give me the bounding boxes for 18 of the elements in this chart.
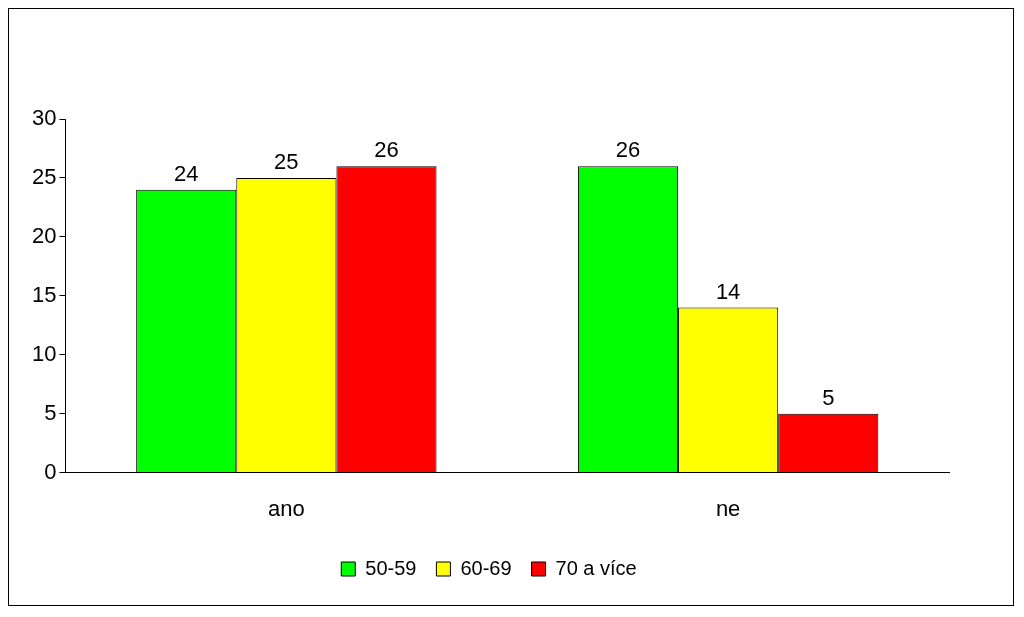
data-label: 24: [173, 160, 199, 186]
legend-label: 70 a více: [555, 556, 637, 579]
y-tick-label: 15: [31, 281, 57, 307]
data-label: 26: [374, 137, 399, 163]
y-tick-label: 25: [31, 164, 57, 189]
y-tick-label: 30: [31, 105, 57, 131]
y-tick-label: 0: [44, 458, 57, 484]
data-label: 5: [822, 384, 835, 410]
data-label: 25: [274, 149, 299, 174]
legend-label: 60-69: [460, 556, 512, 579]
data-label: 14: [715, 278, 741, 304]
x-tick-label: ano: [267, 495, 305, 521]
x-tick-label: ne: [715, 495, 741, 521]
legend-label: 50-59: [365, 556, 417, 579]
y-tick-label: 20: [31, 222, 57, 248]
y-tick-label: 5: [44, 399, 57, 425]
y-tick-label: 10: [31, 340, 57, 366]
data-label: 26: [615, 137, 641, 163]
